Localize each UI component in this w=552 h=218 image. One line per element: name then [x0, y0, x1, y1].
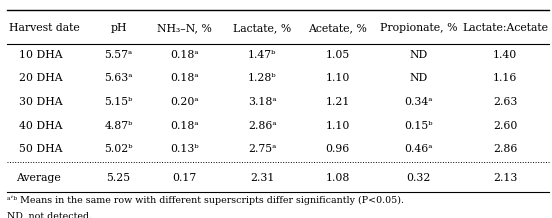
Text: 0.15ᵇ: 0.15ᵇ: [404, 121, 433, 131]
Text: 2.86ᵃ: 2.86ᵃ: [248, 121, 277, 131]
Text: Propionate, %: Propionate, %: [380, 23, 457, 33]
Text: 1.47ᵇ: 1.47ᵇ: [248, 50, 277, 60]
Text: 1.05: 1.05: [326, 50, 350, 60]
Text: 0.13ᵇ: 0.13ᵇ: [171, 144, 199, 154]
Text: 2.13: 2.13: [493, 173, 517, 183]
Text: ᵃʹᵇ Means in the same row with different superscripts differ significantly (P<0.: ᵃʹᵇ Means in the same row with different…: [7, 196, 404, 206]
Text: 5.63ᵃ: 5.63ᵃ: [104, 73, 133, 83]
Text: 5.15ᵇ: 5.15ᵇ: [104, 97, 133, 107]
Text: ND, not detected.: ND, not detected.: [7, 212, 92, 218]
Text: 2.75ᵃ: 2.75ᵃ: [248, 144, 277, 154]
Text: 0.18ᵃ: 0.18ᵃ: [171, 50, 199, 60]
Text: 5.02ᵇ: 5.02ᵇ: [104, 144, 133, 154]
Text: 40 DHA: 40 DHA: [19, 121, 62, 131]
Text: 0.18ᵃ: 0.18ᵃ: [171, 121, 199, 131]
Text: Lactate:Acetate: Lactate:Acetate: [462, 23, 548, 33]
Text: 1.21: 1.21: [326, 97, 350, 107]
Text: Harvest date: Harvest date: [9, 23, 80, 33]
Text: 1.16: 1.16: [493, 73, 517, 83]
Text: 10 DHA: 10 DHA: [19, 50, 62, 60]
Text: 1.40: 1.40: [493, 50, 517, 60]
Text: 2.86: 2.86: [493, 144, 517, 154]
Text: ND: ND: [409, 73, 427, 83]
Text: 5.57ᵃ: 5.57ᵃ: [104, 50, 132, 60]
Text: 30 DHA: 30 DHA: [19, 97, 62, 107]
Text: 0.18ᵃ: 0.18ᵃ: [171, 73, 199, 83]
Text: 0.96: 0.96: [326, 144, 350, 154]
Text: Average: Average: [17, 173, 61, 183]
Text: 4.87ᵇ: 4.87ᵇ: [104, 121, 133, 131]
Text: 1.08: 1.08: [326, 173, 350, 183]
Text: Acetate, %: Acetate, %: [309, 23, 367, 33]
Text: 2.31: 2.31: [250, 173, 274, 183]
Text: 2.63: 2.63: [493, 97, 517, 107]
Text: 50 DHA: 50 DHA: [19, 144, 62, 154]
Text: 0.20ᵃ: 0.20ᵃ: [171, 97, 199, 107]
Text: 1.10: 1.10: [326, 73, 350, 83]
Text: ND: ND: [409, 50, 427, 60]
Text: 1.28ᵇ: 1.28ᵇ: [248, 73, 277, 83]
Text: 1.10: 1.10: [326, 121, 350, 131]
Text: 0.34ᵃ: 0.34ᵃ: [404, 97, 433, 107]
Text: Lactate, %: Lactate, %: [233, 23, 291, 33]
Text: NH₃–N, %: NH₃–N, %: [157, 23, 213, 33]
Text: 0.17: 0.17: [173, 173, 197, 183]
Text: pH: pH: [110, 23, 127, 33]
Text: 3.18ᵃ: 3.18ᵃ: [248, 97, 277, 107]
Text: 2.60: 2.60: [493, 121, 517, 131]
Text: 0.46ᵃ: 0.46ᵃ: [404, 144, 433, 154]
Text: 0.32: 0.32: [406, 173, 431, 183]
Text: 20 DHA: 20 DHA: [19, 73, 62, 83]
Text: 5.25: 5.25: [107, 173, 131, 183]
